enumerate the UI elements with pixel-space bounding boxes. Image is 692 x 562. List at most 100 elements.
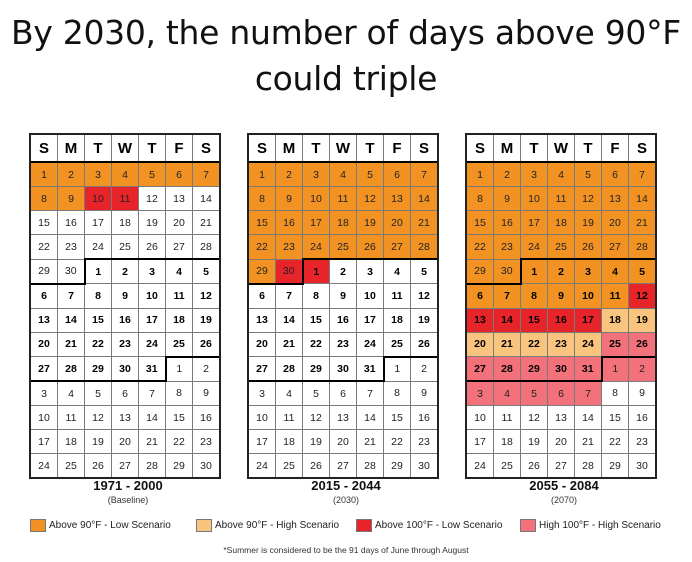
day-cell-highlighted: 17 [574, 307, 602, 333]
week-row: 6 7 8 9 10 11 12 [248, 282, 438, 309]
day-cell-highlighted: 28 [410, 234, 438, 260]
weekday-header: M [57, 134, 85, 163]
day-cell: 6 [329, 380, 357, 406]
day-cell: 16 [410, 405, 438, 430]
day-cell: 7 [138, 380, 166, 406]
day-cell: 18 [275, 429, 303, 454]
day-cell-highlighted: 10 [574, 283, 602, 309]
day-cell: 12 [84, 405, 112, 430]
day-cell: 2 [192, 355, 220, 382]
day-cell-highlighted: 3 [520, 161, 548, 187]
day-cell-highlighted: 2 [628, 355, 656, 382]
day-cell: 8 [383, 380, 411, 406]
day-cell-highlighted: 18 [601, 307, 629, 333]
day-cell: 7 [57, 282, 85, 309]
day-cell: 29 [30, 258, 58, 284]
day-cell: 24 [466, 453, 494, 478]
day-cell-highlighted: 9 [547, 283, 575, 309]
day-cell-highlighted: 11 [111, 186, 139, 211]
day-cell: 17 [466, 429, 494, 454]
week-row: 10 11 12 13 14 15 16 [248, 405, 438, 430]
calendar-subtitle: (2030) [332, 495, 359, 505]
day-cell: 29 [302, 356, 330, 382]
day-cell-highlighted: 1 [301, 258, 330, 284]
day-cell: 27 [547, 453, 575, 478]
day-cell-highlighted: 26 [356, 234, 384, 260]
week-row: 29 30 1 2 3 4 5 [466, 258, 656, 284]
day-cell-highlighted: 4 [493, 380, 521, 406]
day-cell: 25 [275, 453, 303, 478]
day-cell: 9 [192, 380, 220, 406]
day-cell: 5 [410, 258, 438, 284]
day-cell: 30 [628, 453, 656, 478]
weekday-header: S [410, 134, 438, 163]
day-cell-highlighted: 16 [493, 210, 521, 235]
day-cell-highlighted: 10 [520, 186, 548, 211]
day-cell: 9 [111, 283, 139, 309]
day-cell: 28 [192, 234, 220, 260]
week-row: 8 9 10 11 12 13 14 [466, 186, 656, 211]
day-cell-highlighted: 6 [547, 380, 575, 406]
weekday-header: F [165, 134, 193, 163]
day-cell: 16 [111, 307, 139, 333]
day-cell: 10 [30, 405, 58, 430]
weekday-header: S [192, 134, 220, 163]
day-cell: 22 [165, 429, 193, 454]
day-cell: 23 [111, 331, 139, 357]
day-cell: 13 [30, 307, 58, 333]
day-cell: 12 [520, 405, 548, 430]
day-cell: 25 [493, 453, 521, 478]
day-cell-highlighted: 28 [493, 356, 521, 382]
day-cell: 17 [84, 210, 112, 235]
day-cell: 24 [138, 331, 166, 357]
week-row: 24 25 26 27 28 29 30 [466, 453, 656, 478]
day-cell-highlighted: 8 [30, 186, 58, 211]
day-cell: 1 [382, 355, 411, 382]
week-row: 22 23 24 25 26 27 28 [30, 234, 220, 260]
day-cell: 15 [302, 307, 330, 333]
day-cell: 14 [192, 186, 220, 211]
day-cell-highlighted: 8 [520, 283, 548, 309]
day-cell: 13 [248, 307, 276, 333]
week-row: 10 11 12 13 14 15 16 [466, 405, 656, 430]
footnote: *Summer is considered to be the 91 days … [223, 545, 469, 555]
calendar-grid: S M T W T F S 1 2 3 4 5 6 7 8 9 10 11 12 13 14 15 16 17 18 19 20 21… [29, 133, 221, 479]
day-cell-highlighted: 24 [302, 234, 330, 260]
legend-swatch [520, 519, 536, 532]
legend: Above 90°F - Low Scenario Above 90°F - H… [30, 519, 680, 535]
week-row: 29 30 1 2 3 4 5 [248, 258, 438, 284]
day-cell: 10 [248, 405, 276, 430]
week-row: 29 30 1 2 3 4 5 [30, 258, 220, 284]
day-cell: 9 [628, 380, 656, 406]
day-cell-highlighted: 14 [410, 186, 438, 211]
week-row: 17 18 19 20 21 22 23 [466, 429, 656, 454]
day-cell: 16 [628, 405, 656, 430]
day-cell: 17 [138, 307, 166, 333]
day-cell: 16 [329, 307, 357, 333]
day-cell-highlighted: 19 [356, 210, 384, 235]
day-cell: 4 [383, 258, 411, 284]
weekday-header: T [520, 134, 548, 163]
day-cell: 8 [84, 283, 112, 309]
calendar-baseline: S M T W T F S 1 2 3 4 5 6 7 8 9 10 11 12 13 14 15 16 17 18 19 20 21… [29, 133, 221, 479]
day-cell: 5 [302, 380, 330, 406]
day-cell-highlighted: 12 [574, 186, 602, 211]
day-cell-highlighted: 17 [302, 210, 330, 235]
day-cell: 4 [165, 258, 193, 284]
day-cell-highlighted: 12 [628, 283, 656, 309]
day-cell: 14 [57, 307, 85, 333]
week-row: 20 21 22 23 24 25 26 [30, 331, 220, 357]
weekday-header: S [30, 134, 58, 163]
day-cell-highlighted: 27 [383, 234, 411, 260]
day-cell-highlighted: 2 [275, 161, 303, 187]
weekday-header: W [329, 134, 357, 163]
day-cell-highlighted: 25 [547, 234, 575, 260]
day-cell: 14 [138, 405, 166, 430]
day-cell-highlighted: 5 [138, 161, 166, 187]
day-cell: 27 [329, 453, 357, 478]
day-cell: 16 [57, 210, 85, 235]
day-cell: 6 [111, 380, 139, 406]
